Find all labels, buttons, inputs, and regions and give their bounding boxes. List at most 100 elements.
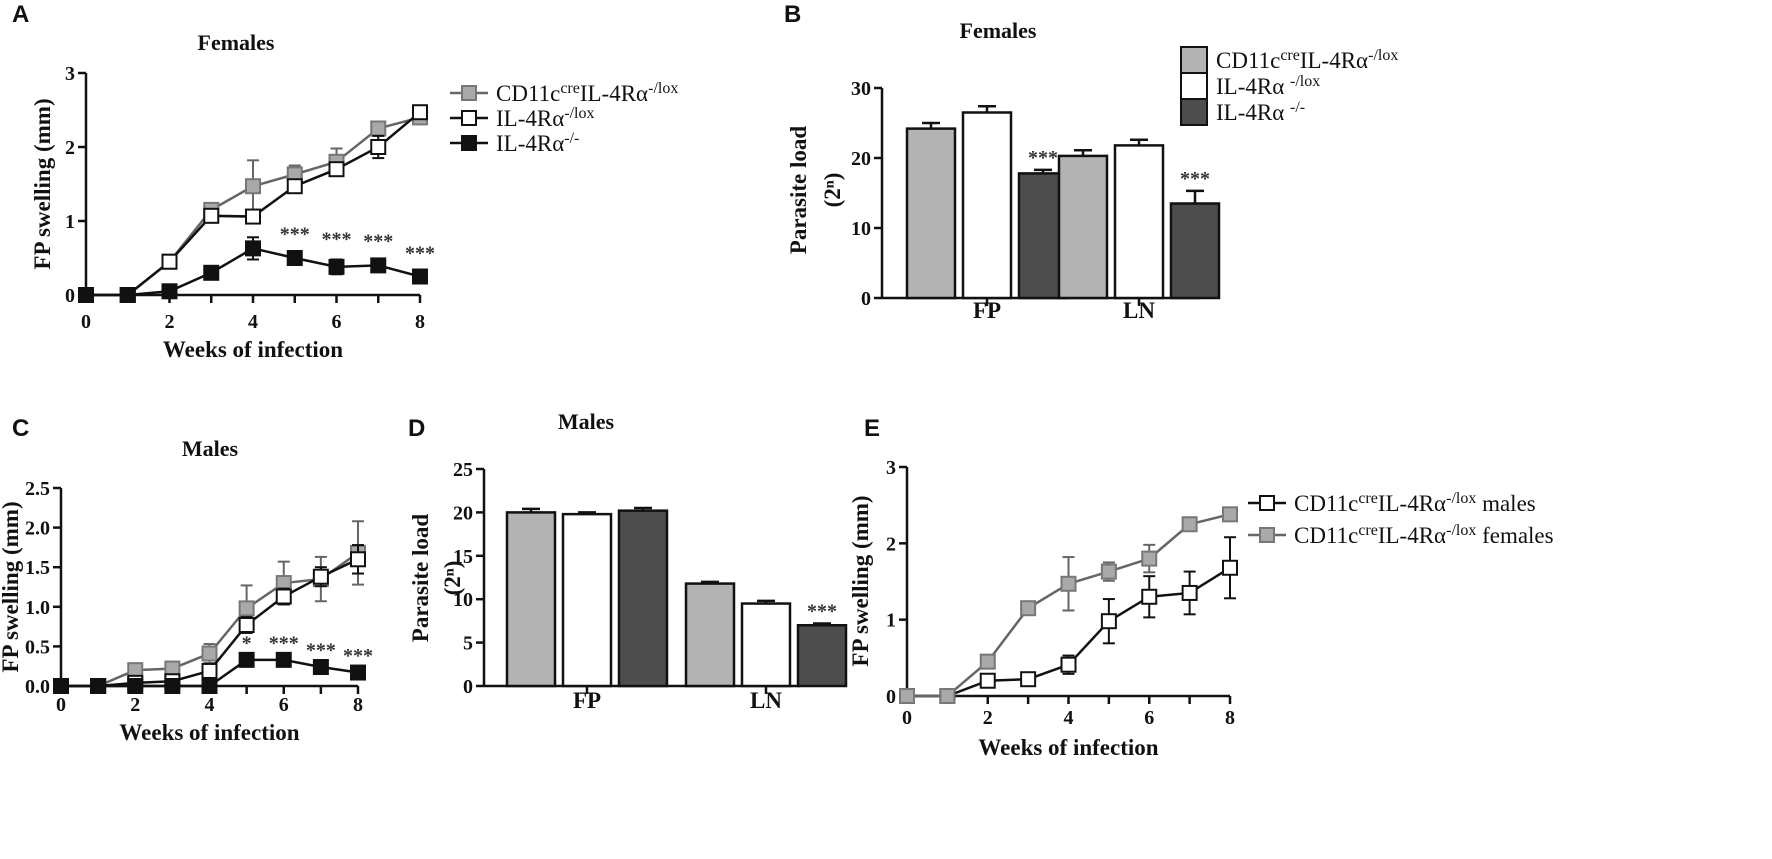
legend-text-part: males (1476, 491, 1535, 516)
x-axis-title: Weeks of infection (978, 735, 1158, 760)
legend-superscript: -/lox (1368, 47, 1398, 64)
legend-marker (1259, 495, 1275, 511)
data-point-series-1 (1100, 563, 1117, 580)
legend-label: CD11ccreIL-4Rα-/lox females (1294, 522, 1554, 549)
y-axis-unit: (2ⁿ) (440, 561, 465, 596)
data-point-series-2 (275, 651, 292, 668)
panel-c: C Males 0.0 0.5 1.0 1.5 2.0 2.5 0 2 4 6 8 Weeks of in… (0, 415, 373, 745)
data-point-series-1 (201, 662, 218, 679)
legend-label: CD11ccreIL-4Rα-/lox males (1294, 490, 1536, 517)
x-tick-label: 0 (56, 694, 66, 716)
x-tick-label: 8 (353, 694, 363, 716)
data-point-series-1 (1141, 550, 1158, 567)
y-tick-label: 0.5 (25, 636, 50, 658)
panel-label: D (408, 415, 425, 442)
legend-text-part: CD11c (1294, 491, 1358, 516)
y-tick-label: 2 (886, 533, 896, 555)
panel-b: B Females 0 10 20 30 Parasite load (2ⁿ) FP LN *** *… (784, 1, 1398, 323)
data-point-series-0 (1020, 671, 1037, 688)
data-point-series-0 (1060, 656, 1077, 673)
legend-superscript: cre (1358, 490, 1378, 507)
legend-text-part: CD11c (1216, 48, 1280, 73)
data-point-series-1 (1020, 600, 1037, 617)
legend-text-part: CD11c (1294, 523, 1358, 548)
significance-mark: * (242, 632, 252, 654)
x-tick-label: 2 (165, 311, 175, 333)
y-tick-label: 30 (851, 78, 871, 100)
legend-text-part: females (1476, 523, 1553, 548)
data-point-series-1 (286, 178, 303, 195)
legend-swatch (1180, 72, 1208, 100)
legend-superscript: -/lox (564, 105, 594, 122)
data-point-series-2 (370, 257, 387, 274)
x-tick-label: 6 (332, 311, 342, 333)
data-point-series-2 (119, 287, 136, 303)
y-axis-unit: (2ⁿ) (820, 173, 845, 208)
x-axis-title: Weeks of infection (119, 720, 299, 745)
y-tick-label: 0 (886, 686, 896, 708)
x-category-label: FP (973, 298, 1001, 323)
data-point-series-1 (238, 617, 255, 634)
bar-ln-series-1 (740, 602, 792, 688)
y-tick-label: 10 (453, 589, 473, 611)
panel-title: Females (198, 30, 275, 55)
y-axis-title: FP swelling (mm) (848, 495, 873, 666)
x-tick-label: 6 (279, 694, 289, 716)
panel-label: E (864, 415, 880, 442)
y-tick-label: 1.0 (25, 597, 50, 619)
legend-text-part: IL-4Rα (580, 81, 648, 106)
data-point-series-1 (899, 688, 915, 704)
legend-label: CD11ccreIL-4Rα-/lox (496, 80, 678, 107)
legend-superscript: -/lox (1446, 490, 1476, 507)
x-tick-label: 8 (1225, 707, 1235, 729)
significance-mark: *** (306, 640, 336, 662)
data-point-series-0 (238, 600, 255, 617)
panel-title: Males (558, 409, 615, 434)
data-point-series-1 (939, 688, 956, 704)
legend-label: IL-4Rα-/- (496, 130, 579, 157)
significance-mark: *** (269, 632, 299, 654)
data-point-series-1 (1222, 506, 1238, 523)
legend-text-part: IL-4Rα (1216, 74, 1290, 99)
data-point-series-2 (350, 664, 366, 681)
y-tick-label: 1.5 (25, 557, 50, 579)
data-point-series-2 (90, 678, 107, 694)
legend-label: IL-4Rα -/lox (1216, 73, 1320, 100)
data-point-series-1 (312, 568, 329, 585)
data-point-series-2 (412, 268, 428, 285)
legend-marker (1259, 527, 1275, 543)
y-tick-label: 0 (861, 288, 871, 310)
x-tick-label: 4 (205, 694, 215, 716)
bar-ln-series-2 (1169, 202, 1221, 300)
y-axis-title: Parasite load (408, 514, 433, 643)
data-point-series-0 (1181, 584, 1198, 601)
data-point-series-1 (161, 253, 178, 270)
y-tick-label: 10 (851, 218, 871, 240)
significance-mark: *** (363, 231, 393, 253)
data-point-series-2 (161, 283, 178, 300)
data-point-series-0 (1141, 588, 1158, 605)
y-tick-label: 0 (65, 285, 75, 307)
data-point-series-0 (370, 120, 387, 137)
data-point-series-0 (979, 672, 996, 689)
panel-d: D Males 0 5 10 15 20 25 Parasite load (2ⁿ) FP LN *** (408, 409, 848, 713)
panel-label: B (784, 1, 801, 28)
bar-fp-series-0 (905, 127, 957, 300)
x-tick-label: 6 (1144, 707, 1154, 729)
significance-mark: *** (280, 223, 310, 245)
x-tick-label: 2 (983, 707, 993, 729)
y-axis-title: FP swelling (mm) (0, 501, 23, 672)
data-point-series-1 (979, 653, 996, 670)
legend-text-part: CD11c (496, 81, 560, 106)
x-tick-label: 8 (415, 311, 425, 333)
legend-text-part: IL-4Rα (1300, 48, 1368, 73)
y-tick-label: 20 (453, 502, 473, 524)
legend-text-part: IL-4Rα (496, 131, 564, 156)
x-category-label: LN (1123, 298, 1155, 323)
y-tick-label: 3 (65, 63, 75, 85)
legend-marker (461, 110, 477, 126)
significance-mark: *** (343, 645, 373, 667)
x-axis-title: Weeks of infection (163, 337, 343, 362)
data-point-series-2 (312, 658, 329, 675)
